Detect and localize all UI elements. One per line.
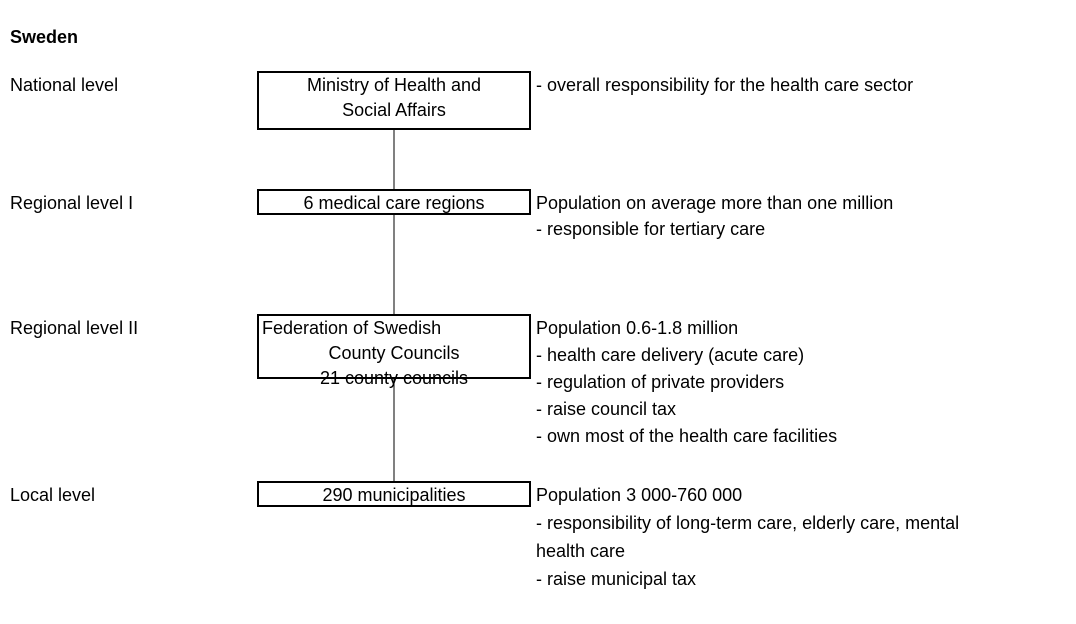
description-line: - health care delivery (acute care) bbox=[536, 345, 804, 365]
description-line: - raise municipal tax bbox=[536, 569, 696, 589]
box-text: Social Affairs bbox=[342, 100, 446, 120]
description-line: Population 0.6-1.8 million bbox=[536, 318, 738, 338]
description-line: Population on average more than one mill… bbox=[536, 193, 893, 213]
level-label: Regional level I bbox=[10, 193, 133, 213]
description-line: - responsible for tertiary care bbox=[536, 219, 765, 239]
box-text: County Councils bbox=[328, 343, 459, 363]
level-label: National level bbox=[10, 75, 118, 95]
description-line: Population 3 000-760 000 bbox=[536, 485, 742, 505]
level-label: Local level bbox=[10, 485, 95, 505]
description-line: - overall responsibility for the health … bbox=[536, 75, 913, 95]
level-box bbox=[257, 481, 531, 507]
description-line: - responsibility of long-term care, elde… bbox=[536, 513, 959, 533]
level-label: Regional level II bbox=[10, 318, 138, 338]
description-line: - raise council tax bbox=[536, 399, 676, 419]
box-text: Federation of Swedish bbox=[262, 318, 441, 338]
description-line: - own most of the health care facilities bbox=[536, 426, 837, 446]
box-text: 290 municipalities bbox=[322, 485, 465, 505]
title: Sweden bbox=[10, 27, 78, 47]
description-line: - regulation of private providers bbox=[536, 372, 784, 392]
box-text: 21 county councils bbox=[320, 368, 468, 388]
description-line: health care bbox=[536, 541, 625, 561]
box-text: Ministry of Health and bbox=[307, 75, 481, 95]
box-text: 6 medical care regions bbox=[303, 193, 484, 213]
